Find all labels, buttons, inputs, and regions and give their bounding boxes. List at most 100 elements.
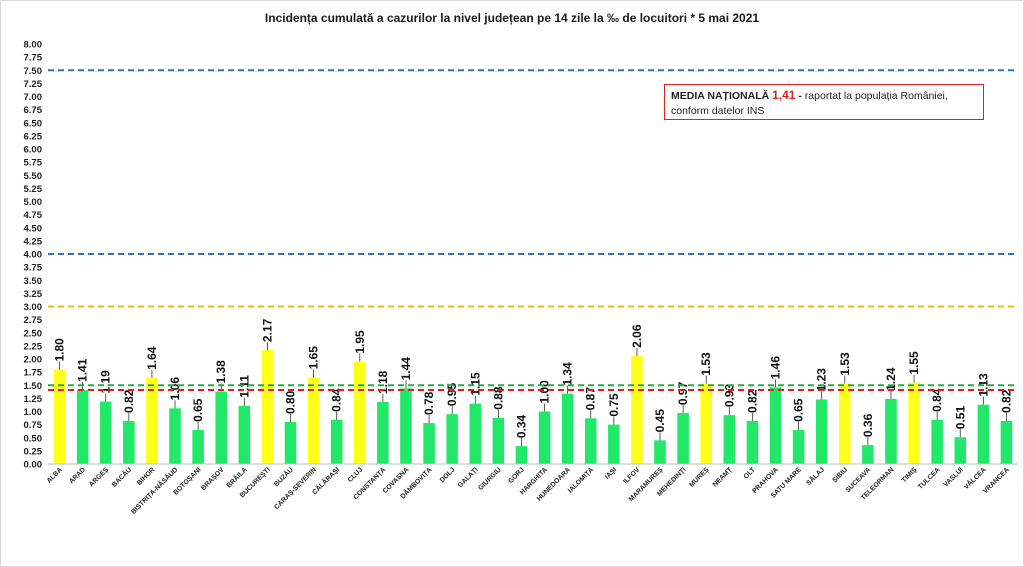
y-tick-label: 6.00 bbox=[24, 145, 43, 156]
chart-title: Incidența cumulată a cazurilor la nivel … bbox=[264, 11, 760, 25]
value-label: 0.45 bbox=[653, 409, 667, 433]
y-tick-label: 0.00 bbox=[24, 460, 43, 471]
bar bbox=[815, 399, 828, 464]
value-label: 0.65 bbox=[191, 398, 205, 422]
bar bbox=[908, 382, 920, 464]
y-tick-label: 3.50 bbox=[24, 276, 43, 287]
value-label: 0.34 bbox=[514, 414, 528, 438]
bar bbox=[238, 405, 251, 464]
annotation-dash: - bbox=[798, 90, 802, 102]
bar bbox=[931, 419, 943, 464]
bar bbox=[377, 402, 389, 464]
y-tick-label: 5.50 bbox=[24, 171, 43, 182]
bar bbox=[839, 383, 851, 464]
bar bbox=[284, 422, 297, 464]
bar bbox=[307, 377, 320, 464]
value-label: 1.19 bbox=[99, 370, 113, 394]
value-label: 0.65 bbox=[792, 398, 806, 422]
bar bbox=[977, 404, 990, 464]
value-label: 0.36 bbox=[861, 413, 875, 437]
value-label: 1.95 bbox=[353, 330, 367, 354]
category-label: BUZĂU bbox=[272, 465, 295, 488]
value-label: 0.51 bbox=[953, 406, 967, 430]
value-label: 1.80 bbox=[53, 338, 67, 362]
category-label: TIMIȘ bbox=[901, 466, 919, 484]
category-label: GALAȚI bbox=[457, 466, 480, 489]
value-label: 0.97 bbox=[676, 381, 690, 405]
bar bbox=[192, 429, 204, 464]
y-tick-label: 4.75 bbox=[24, 210, 43, 221]
category-label: SĂLAJ bbox=[804, 465, 826, 487]
category-label: DOLJ bbox=[439, 466, 457, 484]
value-label: 2.17 bbox=[260, 318, 274, 342]
category-label: BRĂILA bbox=[224, 465, 249, 490]
bar bbox=[769, 387, 782, 464]
value-label: 1.41 bbox=[76, 358, 90, 382]
bar bbox=[76, 389, 89, 464]
category-label: IAȘI bbox=[604, 466, 618, 480]
y-tick-label: 6.50 bbox=[24, 118, 43, 129]
value-label: 1.44 bbox=[399, 357, 413, 381]
bar bbox=[631, 355, 643, 464]
value-label: 1.06 bbox=[168, 377, 182, 401]
y-tick-label: 0.50 bbox=[24, 433, 43, 444]
bar bbox=[700, 383, 712, 464]
y-tick-label: 4.25 bbox=[24, 236, 43, 247]
bar bbox=[215, 391, 227, 464]
value-label: 1.34 bbox=[561, 362, 575, 386]
y-tick-label: 3.25 bbox=[24, 289, 43, 300]
y-tick-label: 5.25 bbox=[24, 184, 43, 195]
value-label: 0.82 bbox=[999, 389, 1013, 413]
value-label: 1.38 bbox=[214, 360, 228, 384]
value-label: 0.93 bbox=[722, 383, 736, 407]
category-label: BRAȘOV bbox=[200, 466, 226, 492]
bar bbox=[723, 415, 736, 464]
value-label: 0.80 bbox=[284, 390, 298, 414]
value-label: 0.78 bbox=[422, 391, 436, 415]
value-label: 1.23 bbox=[815, 368, 829, 392]
bar bbox=[99, 401, 112, 464]
y-tick-label: 2.75 bbox=[24, 315, 43, 326]
value-label: 1.24 bbox=[884, 367, 898, 391]
y-tick-label: 4.50 bbox=[24, 223, 43, 234]
category-label: VASLUI bbox=[942, 466, 964, 488]
bar bbox=[169, 408, 181, 464]
value-label: 0.87 bbox=[584, 387, 598, 411]
annotation-text-1: raportat la populația României, bbox=[801, 90, 948, 102]
category-label: BIHOR bbox=[136, 466, 157, 487]
category-label: SIBIU bbox=[831, 466, 849, 484]
category-label: CLUJ bbox=[347, 466, 365, 484]
value-label: 1.11 bbox=[237, 375, 251, 398]
category-label: GIURGIU bbox=[477, 466, 503, 492]
y-tick-label: 1.00 bbox=[24, 407, 43, 418]
bar bbox=[561, 393, 574, 464]
y-tick-label: 7.50 bbox=[24, 66, 43, 77]
y-tick-label: 2.25 bbox=[24, 341, 43, 352]
category-label: ILFOV bbox=[622, 466, 641, 485]
bar bbox=[400, 388, 412, 464]
y-tick-label: 1.50 bbox=[24, 381, 43, 392]
y-tick-label: 0.75 bbox=[24, 420, 43, 431]
category-label: GORJ bbox=[507, 466, 526, 485]
y-tick-label: 5.00 bbox=[24, 197, 43, 208]
y-tick-label: 3.00 bbox=[24, 302, 43, 313]
value-label: 0.84 bbox=[330, 388, 344, 412]
category-label: ARAD bbox=[68, 466, 87, 485]
bar bbox=[123, 420, 135, 464]
bar bbox=[538, 411, 551, 464]
value-label: 0.75 bbox=[607, 393, 621, 417]
value-label: 0.88 bbox=[491, 386, 505, 410]
y-tick-label: 0.25 bbox=[24, 446, 43, 457]
y-tick-label: 1.75 bbox=[24, 368, 43, 379]
value-label: 1.00 bbox=[538, 380, 552, 404]
bar bbox=[146, 377, 158, 464]
bar bbox=[608, 424, 620, 464]
bar bbox=[423, 423, 435, 464]
y-tick-label: 2.50 bbox=[24, 328, 43, 339]
bar bbox=[330, 419, 343, 464]
bar bbox=[654, 440, 666, 464]
value-label: 1.65 bbox=[307, 346, 321, 370]
y-tick-label: 6.25 bbox=[24, 131, 43, 142]
bar bbox=[261, 350, 274, 464]
